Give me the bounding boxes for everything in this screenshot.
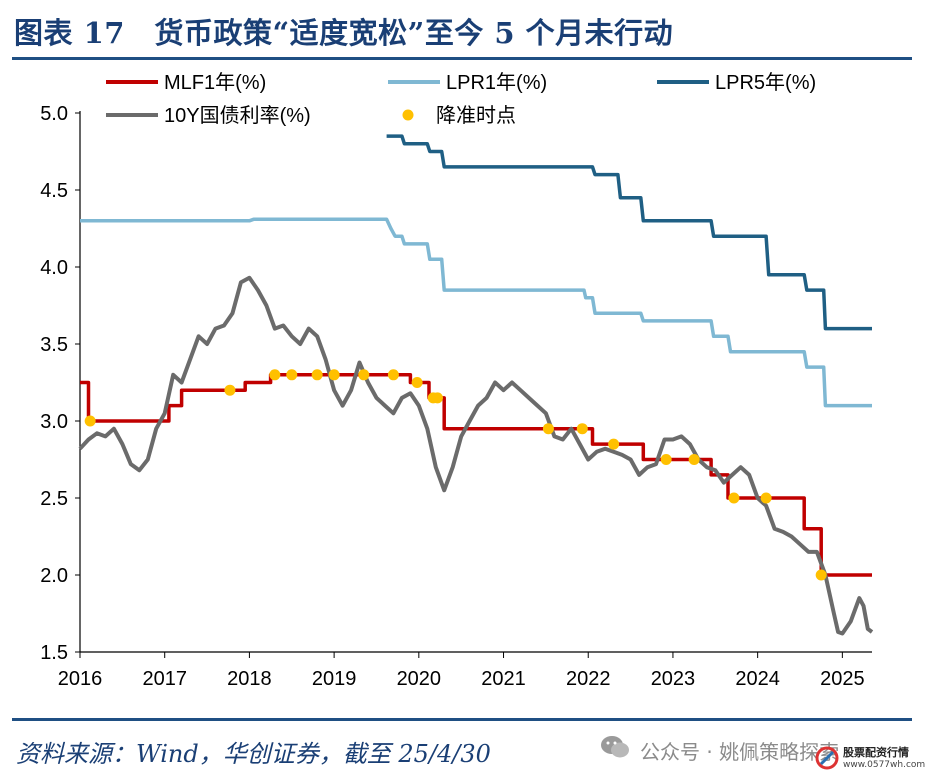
x-tick-label: 2020 [397, 668, 442, 690]
rate-series-line [80, 373, 872, 577]
rrr-cut-point [542, 423, 554, 435]
legend-label: LPR5年(%) [715, 71, 816, 94]
rate-series-line [80, 217, 872, 408]
top-rule [12, 57, 912, 60]
y-tick-label: 4.5 [40, 180, 68, 202]
y-tick-label: 4.0 [40, 257, 68, 279]
x-tick-label: 2021 [481, 668, 526, 690]
x-tick-label: 2018 [227, 668, 272, 690]
rrr-cut-point [358, 369, 370, 381]
rrr-cut-point [84, 415, 96, 427]
source-note: 资料来源：Wind，华创证券，截至 25/4/30 [16, 740, 491, 768]
bottom-rule [12, 718, 912, 721]
rrr-cut-point [269, 369, 281, 381]
wechat-icon [601, 736, 629, 758]
y-tick-label: 3.5 [40, 334, 68, 356]
y-tick-label: 2.5 [40, 488, 68, 510]
rrr-cut-point [760, 492, 772, 504]
watermark-text: 公众号 · 姚佩策略探索 [640, 740, 840, 764]
y-tick-label: 2.0 [40, 565, 68, 587]
legend-label: MLF1年(%) [164, 71, 266, 94]
rrr-cut-point [815, 569, 827, 581]
x-tick-label: 2016 [58, 668, 103, 690]
page-title: 图表 17 货币政策“适度宽松”至今 5 个月未行动 [14, 16, 674, 50]
rrr-cut-point [608, 438, 620, 450]
chart-legend: MLF1年(%) LPR1年(%) LPR5年(%) 10Y国债利率(%) 降准时点 [106, 71, 816, 127]
legend-label: LPR1年(%) [446, 71, 547, 94]
legend-label: 10Y国债利率(%) [164, 104, 311, 127]
x-tick-label: 2023 [651, 668, 696, 690]
rrr-cut-point [688, 454, 700, 465]
legend-label: 降准时点 [436, 104, 516, 127]
rrr-cut-point [224, 384, 236, 396]
rrr-cut-point [431, 392, 443, 404]
rrr-cut-point [286, 369, 298, 381]
y-tick-label: 3.0 [40, 411, 68, 433]
yield-series-line [78, 275, 874, 636]
badge-line-1: 股票配资行情 [843, 746, 909, 759]
x-tick-label: 2022 [566, 668, 611, 690]
rrr-cut-point [311, 369, 323, 381]
rrr-cut-point [328, 369, 340, 381]
x-tick-label: 2019 [312, 668, 357, 690]
x-tick-label: 2025 [820, 668, 865, 690]
x-tick-label: 2017 [142, 668, 187, 690]
site-logo-icon [815, 746, 839, 770]
rrr-cut-point [411, 377, 423, 388]
rrr-cut-point [728, 492, 740, 504]
rrr-cut-point [576, 423, 588, 435]
y-tick-label: 1.5 [40, 642, 68, 664]
site-badge: 股票配资行情 www.0577wh.com [815, 742, 925, 776]
rrr-cut-point [660, 454, 672, 465]
rrr-cut-point [387, 369, 399, 381]
x-tick-label: 2024 [735, 668, 780, 690]
chart-axes: 1.5 2.0 2.5 3.0 3.5 4.0 4.5 5.0 2016 2017 2018 2019… [40, 103, 872, 690]
badge-line-2: www.0577wh.com [843, 760, 926, 770]
legend-swatch-dot [402, 109, 414, 121]
y-tick-label: 5.0 [40, 103, 68, 125]
rate-series-line [386, 134, 872, 331]
chart-plot-area [78, 134, 874, 636]
